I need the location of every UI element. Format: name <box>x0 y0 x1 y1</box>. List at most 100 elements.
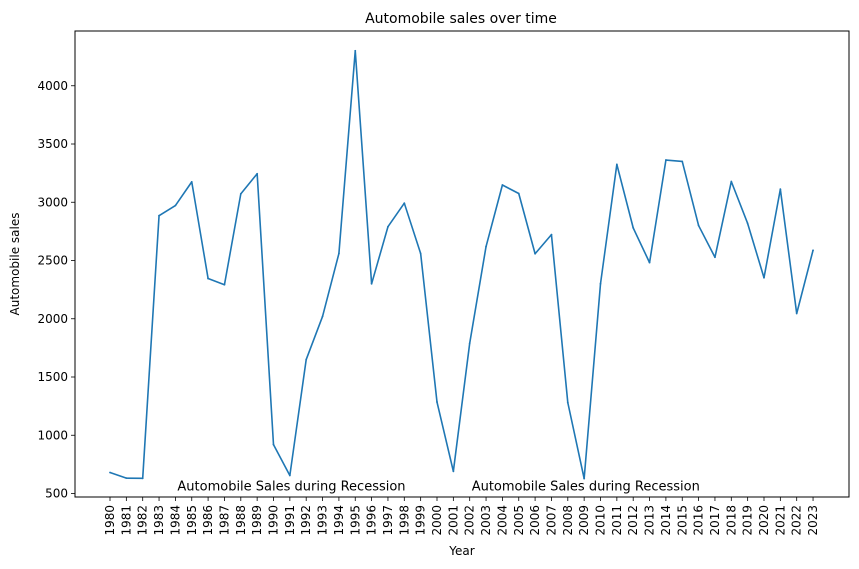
x-tick-label: 2001 <box>446 505 460 536</box>
data-point <box>354 49 357 52</box>
data-point <box>795 312 798 315</box>
x-tick-label: 2022 <box>790 505 804 536</box>
x-tick-label: 1986 <box>201 505 215 536</box>
data-point <box>207 277 210 280</box>
x-tick-label: 1996 <box>365 505 379 536</box>
data-point <box>158 214 160 217</box>
x-tick-label: 1998 <box>397 505 411 536</box>
x-tick-label: 1989 <box>250 505 264 536</box>
data-point <box>321 315 324 318</box>
data-point <box>812 249 814 252</box>
x-tick-label: 2002 <box>463 505 477 536</box>
x-tick-label: 2018 <box>724 505 738 536</box>
x-tick-label: 1999 <box>414 505 428 536</box>
x-tick-label: 1981 <box>119 505 133 536</box>
data-point <box>403 202 406 205</box>
data-point <box>190 180 193 183</box>
data-point <box>779 188 782 191</box>
x-tick-label: 1993 <box>316 505 330 536</box>
x-tick-label: 2006 <box>528 505 542 536</box>
data-point <box>714 256 716 259</box>
data-point <box>534 252 536 255</box>
data-point <box>305 358 308 361</box>
data-point <box>665 159 667 161</box>
x-tick-label: 2015 <box>675 505 689 536</box>
x-tick-label: 1983 <box>152 505 166 536</box>
data-point <box>288 474 291 477</box>
y-tick-label: 2500 <box>37 254 68 268</box>
chart-title: Automobile sales over time <box>365 11 557 27</box>
data-point <box>452 470 455 473</box>
data-point <box>632 226 635 229</box>
data-point <box>550 233 553 236</box>
x-tick-label: 2019 <box>741 505 755 536</box>
data-point <box>223 283 226 286</box>
data-point <box>599 282 602 285</box>
annotations: Automobile Sales during Recession Automob… <box>177 480 699 495</box>
x-tick-label: 1980 <box>103 505 117 536</box>
data-point <box>436 401 438 403</box>
x-tick-label: 1984 <box>168 505 182 536</box>
series-line <box>109 50 814 480</box>
x-tick-label: 1985 <box>185 505 199 536</box>
x-tick-label: 2020 <box>757 505 771 536</box>
y-tick-label: 500 <box>45 487 68 501</box>
data-point <box>501 184 504 186</box>
recession-annotation: Automobile Sales during Recession <box>177 480 405 495</box>
data-point <box>730 180 733 183</box>
x-tick-label: 1982 <box>136 505 150 536</box>
y-tick-label: 3500 <box>37 137 68 151</box>
data-point <box>141 477 144 480</box>
x-tick-label: 2004 <box>495 505 509 536</box>
y-tick-label: 2000 <box>37 312 68 326</box>
data-point <box>746 222 749 225</box>
y-tick-label: 1500 <box>37 370 68 384</box>
y-axis-label: Automobile sales <box>8 213 22 316</box>
x-tick-label: 1988 <box>234 505 248 536</box>
data-point <box>174 204 177 207</box>
x-tick-label: 2011 <box>610 505 624 536</box>
x-tick-label: 2013 <box>643 505 657 536</box>
data-point <box>681 160 684 163</box>
recession-annotation: Automobile Sales during Recession <box>472 480 700 495</box>
x-tick-label: 2008 <box>561 505 575 536</box>
y-tick-label: 1000 <box>37 428 68 442</box>
x-tick-label: 2012 <box>626 505 640 536</box>
data-point <box>566 401 569 404</box>
data-point <box>763 276 765 279</box>
data-point <box>583 477 586 480</box>
x-tick-label: 1995 <box>348 505 362 536</box>
x-tick-label: 1997 <box>381 505 395 536</box>
x-tick-label: 1992 <box>299 505 313 536</box>
data-point <box>387 225 389 228</box>
data-point <box>338 252 340 255</box>
x-tick-label: 1990 <box>267 505 281 536</box>
data-point <box>697 224 700 227</box>
x-tick-label: 2003 <box>479 505 493 536</box>
data-point <box>272 443 275 446</box>
data-point <box>485 245 487 248</box>
y-tick-label: 3000 <box>37 195 68 209</box>
x-tick-label: 2021 <box>773 505 787 536</box>
data-point <box>109 471 111 474</box>
x-tick-label: 1991 <box>283 505 297 536</box>
y-axis: 500 1000 1500 2000 2500 3000 3500 4000 <box>37 79 75 501</box>
data-point <box>125 477 128 480</box>
plot-frame <box>74 30 850 498</box>
x-tick-label: 1994 <box>332 505 346 536</box>
x-axis-label: Year <box>448 544 474 558</box>
data-point <box>419 252 422 255</box>
data-point <box>256 172 259 175</box>
x-tick-label: 2005 <box>512 505 526 536</box>
x-tick-label: 2017 <box>708 505 722 536</box>
x-tick-label: 2016 <box>692 505 706 536</box>
x-tick-label: 1987 <box>217 505 231 536</box>
plot-lines <box>109 49 814 480</box>
x-tick-label: 2023 <box>806 505 820 536</box>
data-point <box>239 192 242 195</box>
x-tick-label: 2007 <box>544 505 558 536</box>
y-tick-label: 4000 <box>37 79 68 93</box>
data-point <box>615 163 618 166</box>
